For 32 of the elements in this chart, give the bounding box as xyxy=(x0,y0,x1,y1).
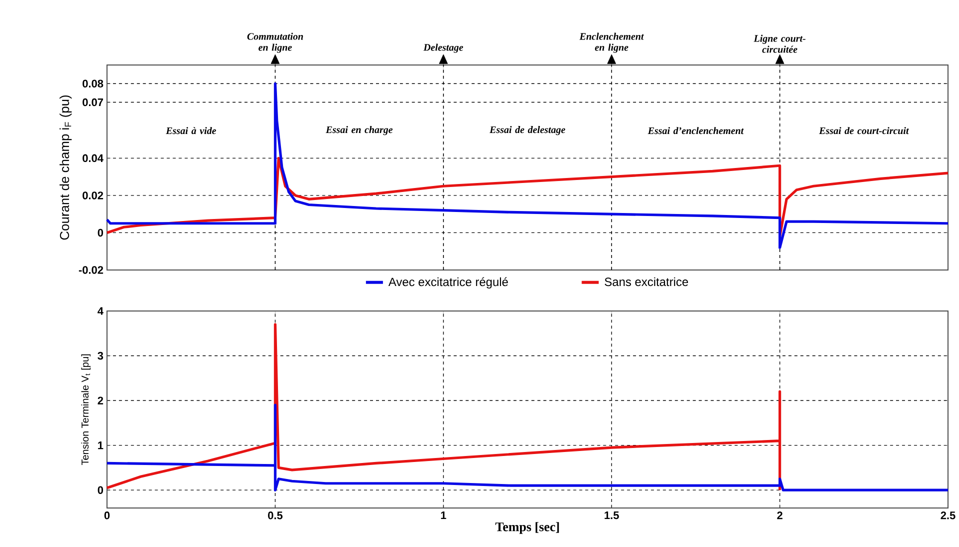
ref-line-label: Commutation en ligne xyxy=(247,32,303,53)
y-tick-label: 3 xyxy=(98,352,104,360)
annotation: Essai à vide xyxy=(166,127,216,134)
annotation: Essai en charge xyxy=(326,126,393,136)
x-tick-label: 1.5 xyxy=(604,512,619,520)
ref-line-label: Ligne court-circuitée xyxy=(754,34,806,53)
annotation: Essai de court-circuit xyxy=(818,127,909,134)
y-tick-label: 0.07 xyxy=(82,98,104,106)
legend-label: Avec excitatrice régulé xyxy=(388,277,508,289)
y-tick-label: 0.02 xyxy=(82,192,104,200)
legend-label: Sans excitatrice xyxy=(604,277,688,286)
y-tick-label: 0.04 xyxy=(82,154,104,162)
ref-line-label: Enclenchement en ligne xyxy=(579,32,644,53)
x-tick-label: 1 xyxy=(441,512,446,520)
y-axis-title: Courant de champ i$_{F}$ (pu) xyxy=(60,95,72,240)
y-tick-label: 0 xyxy=(98,228,104,237)
y-tick-label: 2 xyxy=(98,396,104,404)
y-axis-title: Tension Terminale V$_{t}$ [pu] xyxy=(81,354,91,466)
x-tick-label: 2.5 xyxy=(940,512,956,520)
y-tick-label: 0.08 xyxy=(82,80,104,88)
annotation: Essai de delestage xyxy=(490,126,566,136)
y-tick-label: -0.02 xyxy=(78,266,104,274)
y-tick-label: 0 xyxy=(98,486,104,494)
y-tick-label: 1 xyxy=(98,442,104,450)
annotation: Essai d’enclenchement xyxy=(648,127,744,134)
x-tick-label: 0.5 xyxy=(268,512,283,520)
ref-line-label: Delestage xyxy=(423,44,464,53)
x-axis-title: Temps [sec] xyxy=(495,522,559,534)
y-tick-label: 4 xyxy=(98,307,104,315)
x-tick-label: 2 xyxy=(777,512,782,520)
x-tick-label: 0 xyxy=(104,512,110,520)
line-series xyxy=(106,323,782,492)
